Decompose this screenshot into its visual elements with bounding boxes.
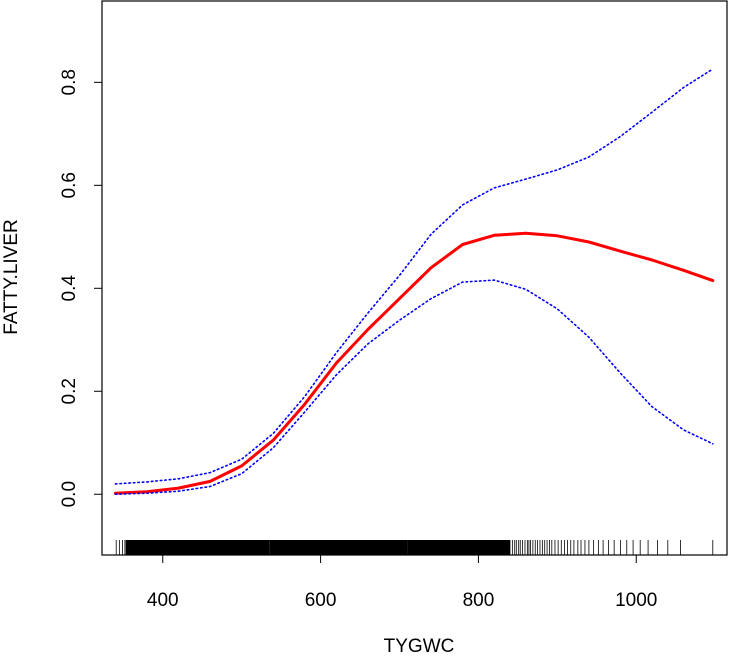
x-tick-label: 600: [305, 590, 337, 611]
x-axis-label: TYGWC: [384, 636, 455, 657]
rug: [115, 540, 714, 555]
series-line-lower-ci: [114, 279, 714, 495]
x-tick-label: 1000: [615, 590, 657, 611]
y-tick-label: 0.2: [59, 378, 80, 404]
series-line-upper-ci: [114, 68, 714, 485]
rug-band: [269, 540, 408, 555]
y-tick-label: 0.6: [59, 172, 80, 198]
rug-band: [125, 540, 270, 555]
x-tick-label: 400: [147, 590, 179, 611]
series-line-estimate: [113, 231, 715, 495]
x-tick-label: 800: [463, 590, 495, 611]
plot-frame: [101, 0, 728, 556]
x-axis: 400 600 800 1000: [147, 554, 657, 611]
y-axis-label: FATTY.LIVER: [1, 219, 22, 334]
rug-band: [407, 540, 510, 555]
series-lines: [113, 68, 715, 495]
y-tick-label: 0.0: [59, 481, 80, 507]
y-tick-label: 0.8: [59, 69, 80, 95]
y-axis: 0.0 0.2 0.4 0.6 0.8: [59, 69, 103, 507]
y-tick-label: 0.4: [59, 275, 80, 302]
